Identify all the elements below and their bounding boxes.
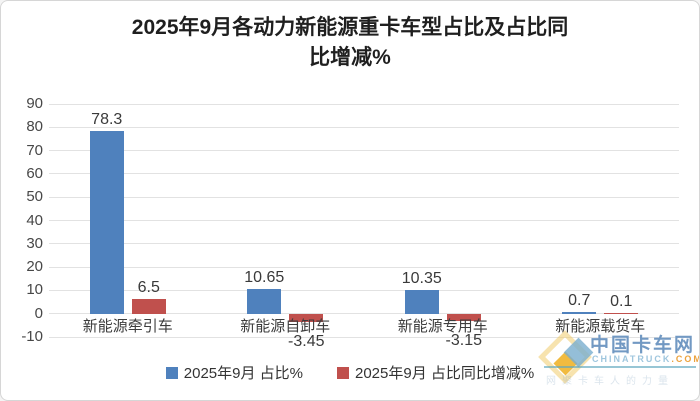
legend-item-share: 2025年9月 占比% xyxy=(165,362,303,383)
gridline xyxy=(49,266,679,268)
gridline xyxy=(49,313,679,315)
bar-yoy-0 xyxy=(131,298,166,314)
category-label: 新能源载货车 xyxy=(555,318,646,335)
value-label: 10.35 xyxy=(401,269,442,287)
value-label: 0.1 xyxy=(610,292,633,310)
chart-title-line1: 2025年9月各动力新能源重卡车型占比及占比同 xyxy=(131,16,569,39)
chart-title-line2: 比增减% xyxy=(309,46,391,70)
gridline xyxy=(49,103,679,105)
category-label: 新能源牵引车 xyxy=(82,318,173,335)
legend-swatch-icon xyxy=(165,366,178,379)
chart-title: 2025年9月各动力新能源重卡车型占比及占比同 比增减% xyxy=(21,13,679,74)
legend-label: 2025年9月 占比同比增减% xyxy=(355,365,535,382)
value-label: 78.3 xyxy=(91,111,123,129)
legend-item-yoy: 2025年9月 占比同比增减% xyxy=(337,362,534,383)
y-axis-tick-label: 40 xyxy=(26,211,43,229)
bar-yoy-2 xyxy=(446,313,481,322)
y-axis-tick-label: 60 xyxy=(26,164,43,182)
category-label: 新能源自卸车 xyxy=(240,318,331,335)
gridline xyxy=(49,243,679,245)
bar-share-1 xyxy=(247,288,282,314)
gridline xyxy=(49,150,679,152)
value-label: -3.45 xyxy=(288,332,325,350)
gridline xyxy=(49,196,679,198)
gridline xyxy=(49,173,679,175)
y-axis-tick-label: 20 xyxy=(26,258,43,276)
bar-yoy-3 xyxy=(604,312,639,314)
bar-share-0 xyxy=(89,131,124,314)
y-axis-tick-label: 50 xyxy=(26,188,43,206)
bar-share-2 xyxy=(404,289,439,314)
value-label: 6.5 xyxy=(137,278,160,296)
y-axis-tick-label: 70 xyxy=(26,141,43,159)
value-label: -3.15 xyxy=(445,332,482,350)
category-label: 新能源专用车 xyxy=(397,318,488,335)
gridline xyxy=(49,220,679,221)
bar-yoy-1 xyxy=(289,313,324,322)
value-label: 0.7 xyxy=(568,292,591,310)
value-label: 10.65 xyxy=(244,268,285,286)
legend-swatch-icon xyxy=(337,366,349,379)
gridline xyxy=(49,336,679,338)
gridline xyxy=(49,289,679,291)
gridline xyxy=(49,126,679,128)
y-axis-tick-label: 0 xyxy=(34,304,43,322)
bar-share-3 xyxy=(562,312,597,314)
y-axis-tick-label: 10 xyxy=(26,281,43,299)
y-axis-tick-label: 30 xyxy=(26,234,43,252)
y-axis-tick-label: 80 xyxy=(26,118,43,136)
y-axis-tick-label: -10 xyxy=(21,328,43,345)
chart-legend: 2025年9月 占比% 2025年9月 占比同比增减% xyxy=(1,362,699,383)
legend-label: 2025年9月 占比% xyxy=(183,365,303,382)
y-axis-tick-label: 90 xyxy=(26,95,43,112)
